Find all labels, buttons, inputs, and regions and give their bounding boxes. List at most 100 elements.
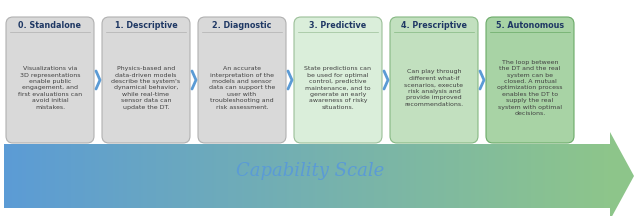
Polygon shape (99, 144, 101, 208)
Polygon shape (47, 144, 49, 208)
Polygon shape (513, 144, 515, 208)
Polygon shape (200, 144, 202, 208)
Polygon shape (547, 144, 549, 208)
Polygon shape (111, 144, 113, 208)
Polygon shape (489, 144, 491, 208)
Polygon shape (362, 144, 364, 208)
Polygon shape (374, 144, 376, 208)
Polygon shape (590, 144, 592, 208)
Polygon shape (344, 144, 346, 208)
Polygon shape (381, 144, 384, 208)
Polygon shape (477, 144, 479, 208)
Polygon shape (164, 144, 166, 208)
Polygon shape (40, 144, 42, 208)
Polygon shape (115, 144, 117, 208)
Polygon shape (143, 144, 145, 208)
Polygon shape (234, 144, 236, 208)
Text: Visualizations via
3D representations
enable public
engagement, and
first evalua: Visualizations via 3D representations en… (18, 66, 82, 110)
Polygon shape (63, 144, 65, 208)
Polygon shape (243, 144, 244, 208)
Polygon shape (594, 144, 596, 208)
Polygon shape (426, 144, 428, 208)
Polygon shape (194, 144, 196, 208)
Text: 1. Descriptive: 1. Descriptive (115, 22, 177, 30)
Polygon shape (493, 144, 495, 208)
Polygon shape (313, 144, 315, 208)
Polygon shape (440, 144, 442, 208)
Polygon shape (451, 144, 452, 208)
Polygon shape (30, 144, 32, 208)
Polygon shape (267, 144, 269, 208)
Polygon shape (79, 144, 81, 208)
FancyBboxPatch shape (6, 17, 94, 143)
Polygon shape (549, 144, 552, 208)
Polygon shape (244, 144, 246, 208)
Polygon shape (341, 144, 344, 208)
Polygon shape (358, 144, 360, 208)
Polygon shape (276, 144, 279, 208)
Polygon shape (531, 144, 533, 208)
Polygon shape (596, 144, 598, 208)
Polygon shape (190, 144, 192, 208)
Polygon shape (166, 144, 168, 208)
Polygon shape (463, 144, 465, 208)
Polygon shape (412, 144, 414, 208)
Polygon shape (410, 144, 412, 208)
Polygon shape (424, 144, 426, 208)
Polygon shape (52, 144, 54, 208)
Polygon shape (161, 144, 164, 208)
Polygon shape (402, 144, 404, 208)
Polygon shape (202, 144, 204, 208)
Polygon shape (541, 144, 543, 208)
Polygon shape (257, 144, 259, 208)
Polygon shape (117, 144, 119, 208)
Polygon shape (123, 144, 125, 208)
Polygon shape (279, 144, 281, 208)
Polygon shape (456, 144, 458, 208)
Polygon shape (475, 144, 477, 208)
Polygon shape (170, 144, 172, 208)
Text: An accurate
interpretation of the
models and sensor
data can support the
user wi: An accurate interpretation of the models… (209, 66, 275, 110)
Polygon shape (275, 144, 276, 208)
Polygon shape (58, 144, 61, 208)
Polygon shape (260, 144, 262, 208)
Polygon shape (186, 144, 188, 208)
Polygon shape (604, 144, 606, 208)
Polygon shape (91, 144, 93, 208)
Polygon shape (103, 144, 105, 208)
Polygon shape (432, 144, 435, 208)
Polygon shape (220, 144, 222, 208)
Polygon shape (309, 144, 311, 208)
Polygon shape (351, 144, 353, 208)
Polygon shape (521, 144, 523, 208)
Polygon shape (311, 144, 313, 208)
Polygon shape (582, 144, 584, 208)
Polygon shape (273, 144, 275, 208)
Polygon shape (570, 144, 572, 208)
Polygon shape (346, 144, 348, 208)
Polygon shape (238, 144, 241, 208)
Polygon shape (422, 144, 424, 208)
Polygon shape (348, 144, 349, 208)
Polygon shape (414, 144, 416, 208)
Polygon shape (83, 144, 84, 208)
Polygon shape (515, 144, 517, 208)
Polygon shape (206, 144, 208, 208)
Polygon shape (283, 144, 285, 208)
Polygon shape (212, 144, 214, 208)
Polygon shape (264, 144, 267, 208)
Polygon shape (556, 144, 557, 208)
Polygon shape (317, 144, 319, 208)
Polygon shape (56, 144, 58, 208)
Polygon shape (241, 144, 243, 208)
Polygon shape (172, 144, 173, 208)
Polygon shape (301, 144, 303, 208)
Polygon shape (367, 144, 370, 208)
Polygon shape (481, 144, 483, 208)
Polygon shape (578, 144, 580, 208)
Polygon shape (388, 144, 390, 208)
Polygon shape (600, 144, 602, 208)
Polygon shape (68, 144, 70, 208)
Polygon shape (540, 144, 541, 208)
Polygon shape (552, 144, 554, 208)
